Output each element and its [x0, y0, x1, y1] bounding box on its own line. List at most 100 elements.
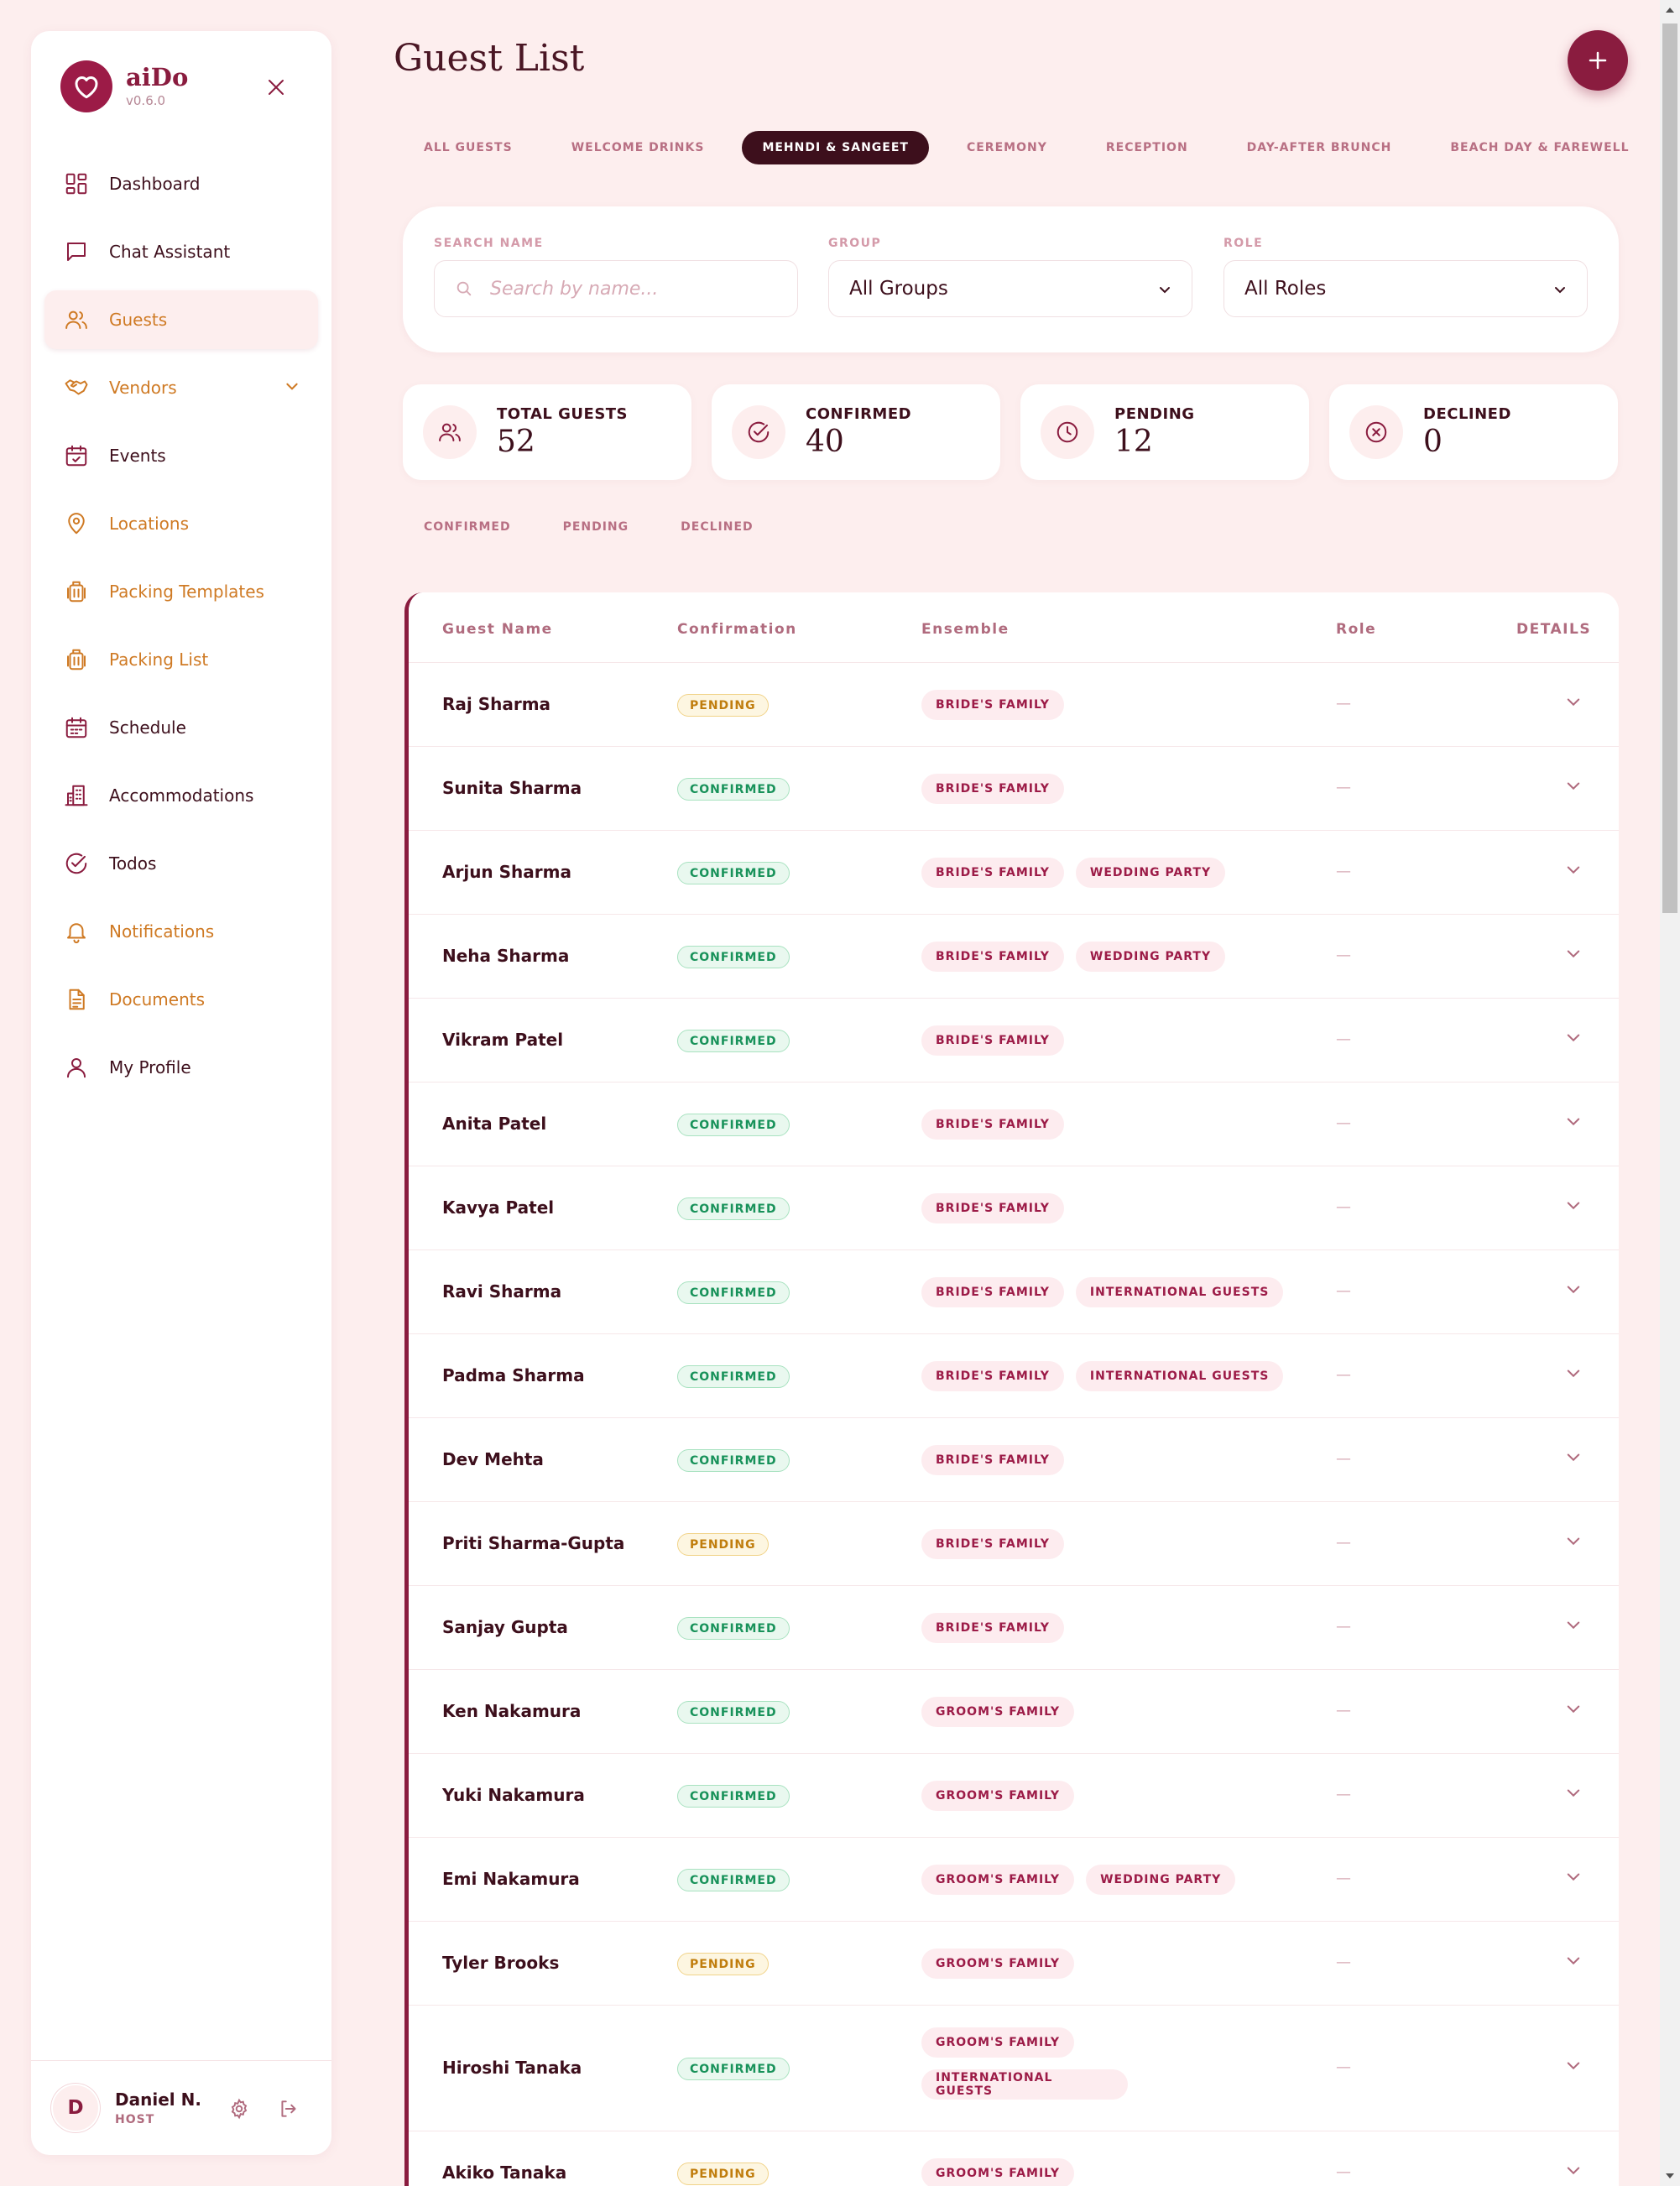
- logout-icon[interactable]: [276, 2096, 301, 2121]
- table-row[interactable]: Vikram Patel CONFIRMED BRIDE'S FAMILY —: [409, 999, 1619, 1083]
- expand-chevron-icon[interactable]: [1565, 1113, 1582, 1130]
- sidebar-item-chat-assistant[interactable]: Chat Assistant: [44, 222, 318, 281]
- avatar[interactable]: D: [51, 2084, 100, 2132]
- sidebar-item-accommodations[interactable]: Accommodations: [44, 766, 318, 825]
- sidebar-item-notifications[interactable]: Notifications: [44, 902, 318, 961]
- table-row[interactable]: Dev Mehta CONFIRMED BRIDE'S FAMILY —: [409, 1418, 1619, 1502]
- ensemble-chips: BRIDE'S FAMILY: [921, 690, 1341, 732]
- tab-ceremony[interactable]: CEREMONY: [966, 141, 1047, 154]
- sidebar-item-documents[interactable]: Documents: [44, 970, 318, 1029]
- tab-all-guests[interactable]: ALL GUESTS: [424, 141, 513, 154]
- scrollbar-thumb[interactable]: [1662, 23, 1677, 913]
- tab-beach-day-farewell[interactable]: BEACH DAY & FAREWELL: [1450, 141, 1630, 154]
- add-guest-button[interactable]: [1568, 30, 1628, 91]
- table-row[interactable]: Neha Sharma CONFIRMED BRIDE'S FAMILY WEDDIN…: [409, 915, 1619, 999]
- group-select[interactable]: All Groups: [828, 260, 1192, 317]
- sidebar-item-packing-templates[interactable]: Packing Templates: [44, 562, 318, 621]
- filter-panel: SEARCH NAME Search by name... GROUP All …: [403, 206, 1619, 352]
- sidebar-item-guests[interactable]: Guests: [44, 290, 318, 349]
- brand[interactable]: aiDo v0.6.0: [60, 60, 188, 112]
- table-row[interactable]: Emi Nakamura CONFIRMED GROOM'S FAMILY WEDDI…: [409, 1838, 1619, 1922]
- expand-chevron-icon[interactable]: [1565, 945, 1582, 962]
- sidebar-item-packing-list[interactable]: Packing List: [44, 630, 318, 689]
- role-select[interactable]: All Roles: [1223, 260, 1588, 317]
- status-filter-declined[interactable]: DECLINED: [681, 520, 754, 534]
- table-row[interactable]: Yuki Nakamura CONFIRMED GROOM'S FAMILY —: [409, 1754, 1619, 1838]
- table-row[interactable]: Akiko Tanaka PENDING GROOM'S FAMILY —: [409, 2131, 1619, 2186]
- th-guest-name[interactable]: Guest Name: [442, 621, 553, 638]
- table-row[interactable]: Ken Nakamura CONFIRMED GROOM'S FAMILY —: [409, 1670, 1619, 1754]
- th-ensemble[interactable]: Ensemble: [921, 621, 1010, 638]
- ensemble-chip: BRIDE'S FAMILY: [921, 1361, 1064, 1391]
- table-row[interactable]: Priti Sharma-Gupta PENDING BRIDE'S FAMILY —: [409, 1502, 1619, 1586]
- expand-chevron-icon[interactable]: [1565, 1616, 1582, 1633]
- sidebar-item-vendors[interactable]: Vendors: [44, 358, 318, 417]
- ensemble-chip: INTERNATIONAL GUESTS: [1075, 1361, 1284, 1391]
- stat-value: 52: [497, 425, 535, 459]
- tab-mehndi-sangeet[interactable]: MEHNDI & SANGEET: [742, 131, 929, 164]
- expand-chevron-icon[interactable]: [1565, 2162, 1582, 2178]
- scroll-down-icon[interactable]: [1663, 2169, 1677, 2183]
- expand-chevron-icon[interactable]: [1565, 1784, 1582, 1801]
- stat-value: 12: [1114, 425, 1153, 459]
- status-filter-pending[interactable]: PENDING: [562, 520, 629, 534]
- sidebar-item-todos[interactable]: Todos: [44, 834, 318, 893]
- tab-welcome-drinks[interactable]: WELCOME DRINKS: [571, 141, 705, 154]
- table-row[interactable]: Anita Patel CONFIRMED BRIDE'S FAMILY —: [409, 1083, 1619, 1166]
- sidebar-item-schedule[interactable]: Schedule: [44, 698, 318, 757]
- expand-chevron-icon[interactable]: [1565, 1281, 1582, 1297]
- table-row[interactable]: Ravi Sharma CONFIRMED BRIDE'S FAMILY INTERN…: [409, 1250, 1619, 1334]
- ensemble-chips: BRIDE'S FAMILY INTERNATIONAL GUESTS: [921, 1361, 1341, 1403]
- status-filter-confirmed[interactable]: CONFIRMED: [424, 520, 511, 534]
- role-value: —: [1336, 1702, 1351, 1719]
- group-label: GROUP: [828, 237, 882, 250]
- tab-reception[interactable]: RECEPTION: [1105, 141, 1188, 154]
- status-badge: PENDING: [677, 694, 769, 717]
- scroll-up-icon[interactable]: [1663, 3, 1677, 17]
- ensemble-chips: GROOM'S FAMILY: [921, 1697, 1341, 1739]
- role-value: —: [1336, 1618, 1351, 1636]
- expand-chevron-icon[interactable]: [1565, 777, 1582, 794]
- chevron-down-icon[interactable]: [284, 378, 300, 394]
- table-row[interactable]: Tyler Brooks PENDING GROOM'S FAMILY —: [409, 1922, 1619, 2006]
- table-row[interactable]: Padma Sharma CONFIRMED BRIDE'S FAMILY INTER…: [409, 1334, 1619, 1418]
- expand-chevron-icon[interactable]: [1565, 2057, 1582, 2074]
- expand-chevron-icon[interactable]: [1565, 1364, 1582, 1381]
- table-row[interactable]: Kavya Patel CONFIRMED BRIDE'S FAMILY —: [409, 1166, 1619, 1250]
- table-row[interactable]: Arjun Sharma CONFIRMED BRIDE'S FAMILY WEDDI…: [409, 831, 1619, 915]
- expand-chevron-icon[interactable]: [1565, 1029, 1582, 1046]
- table-row[interactable]: Hiroshi Tanaka CONFIRMED GROOM'S FAMILY INT…: [409, 2006, 1619, 2131]
- sidebar-item-dashboard[interactable]: Dashboard: [44, 154, 318, 213]
- search-input[interactable]: Search by name...: [434, 260, 798, 317]
- expand-chevron-icon[interactable]: [1565, 1532, 1582, 1549]
- expand-chevron-icon[interactable]: [1565, 1448, 1582, 1465]
- expand-chevron-icon[interactable]: [1565, 1868, 1582, 1885]
- user-icon: [62, 1053, 91, 1082]
- ensemble-chips: BRIDE'S FAMILY: [921, 1529, 1341, 1571]
- tab-day-after-brunch[interactable]: DAY-AFTER BRUNCH: [1246, 141, 1392, 154]
- expand-chevron-icon[interactable]: [1565, 861, 1582, 878]
- sidebar-item-events[interactable]: Events: [44, 426, 318, 485]
- close-sidebar-icon[interactable]: [262, 73, 290, 102]
- chat-icon: [62, 237, 91, 266]
- table-row[interactable]: Sanjay Gupta CONFIRMED BRIDE'S FAMILY —: [409, 1586, 1619, 1670]
- status-badge: CONFIRMED: [677, 1281, 790, 1304]
- expand-chevron-icon[interactable]: [1565, 1700, 1582, 1717]
- ensemble-chips: GROOM'S FAMILY: [921, 1781, 1341, 1823]
- ensemble-chips: BRIDE'S FAMILY: [921, 1445, 1341, 1487]
- ensemble-chip: BRIDE'S FAMILY: [921, 774, 1064, 804]
- expand-chevron-icon[interactable]: [1565, 1197, 1582, 1213]
- sidebar-item-label: Chat Assistant: [109, 242, 231, 262]
- expand-chevron-icon[interactable]: [1565, 693, 1582, 710]
- group-filter: GROUP All Groups: [828, 237, 1192, 317]
- th-role[interactable]: Role: [1336, 621, 1377, 638]
- sidebar-item-my-profile[interactable]: My Profile: [44, 1038, 318, 1097]
- ensemble-chips: BRIDE'S FAMILY: [921, 1613, 1341, 1655]
- gear-icon[interactable]: [227, 2096, 252, 2121]
- check-circle-icon: [62, 849, 91, 878]
- table-row[interactable]: Sunita Sharma CONFIRMED BRIDE'S FAMILY —: [409, 747, 1619, 831]
- sidebar-item-locations[interactable]: Locations: [44, 494, 318, 553]
- table-row[interactable]: Raj Sharma PENDING BRIDE'S FAMILY —: [409, 663, 1619, 747]
- expand-chevron-icon[interactable]: [1565, 1952, 1582, 1969]
- th-confirmation[interactable]: Confirmation: [677, 621, 797, 638]
